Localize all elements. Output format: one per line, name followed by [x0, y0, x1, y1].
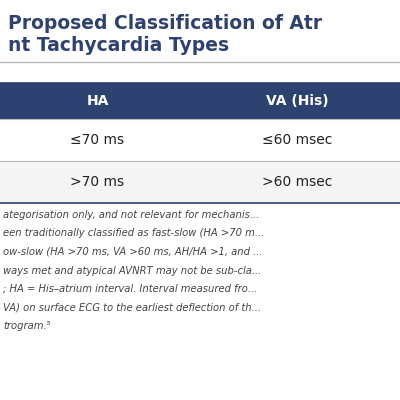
Text: ategorisation only, and not relevant for mechanis...: ategorisation only, and not relevant for… [3, 210, 259, 220]
Text: trogram.⁵: trogram.⁵ [3, 321, 51, 331]
Bar [0, 83, 400, 119]
Text: ≤70 ms: ≤70 ms [70, 133, 124, 147]
Text: ; HA = His–atrium interval. Interval measured fro...: ; HA = His–atrium interval. Interval mea… [3, 284, 257, 294]
Text: nt Tachycardia Types: nt Tachycardia Types [8, 36, 229, 55]
Text: Proposed Classification of Atr: Proposed Classification of Atr [8, 14, 322, 33]
Bar [0, 161, 400, 203]
Bar [0, 119, 400, 161]
Text: VA) on surface ECG to the earliest deflection of th...: VA) on surface ECG to the earliest defle… [3, 302, 261, 312]
Text: >60 msec: >60 msec [262, 175, 333, 189]
Text: VA (His): VA (His) [266, 94, 329, 108]
Text: een traditionally classified as fast-slow (HA >70 m...: een traditionally classified as fast-slo… [3, 228, 264, 238]
Text: ≤60 msec: ≤60 msec [262, 133, 333, 147]
Text: ways met and atypical AVNRT may not be sub-cla...: ways met and atypical AVNRT may not be s… [3, 266, 261, 276]
Text: HA: HA [86, 94, 109, 108]
Text: >70 ms: >70 ms [70, 175, 124, 189]
Text: ow-slow (HA >70 ms, VA >60 ms, AH/HA >1, and ...: ow-slow (HA >70 ms, VA >60 ms, AH/HA >1,… [3, 247, 262, 257]
